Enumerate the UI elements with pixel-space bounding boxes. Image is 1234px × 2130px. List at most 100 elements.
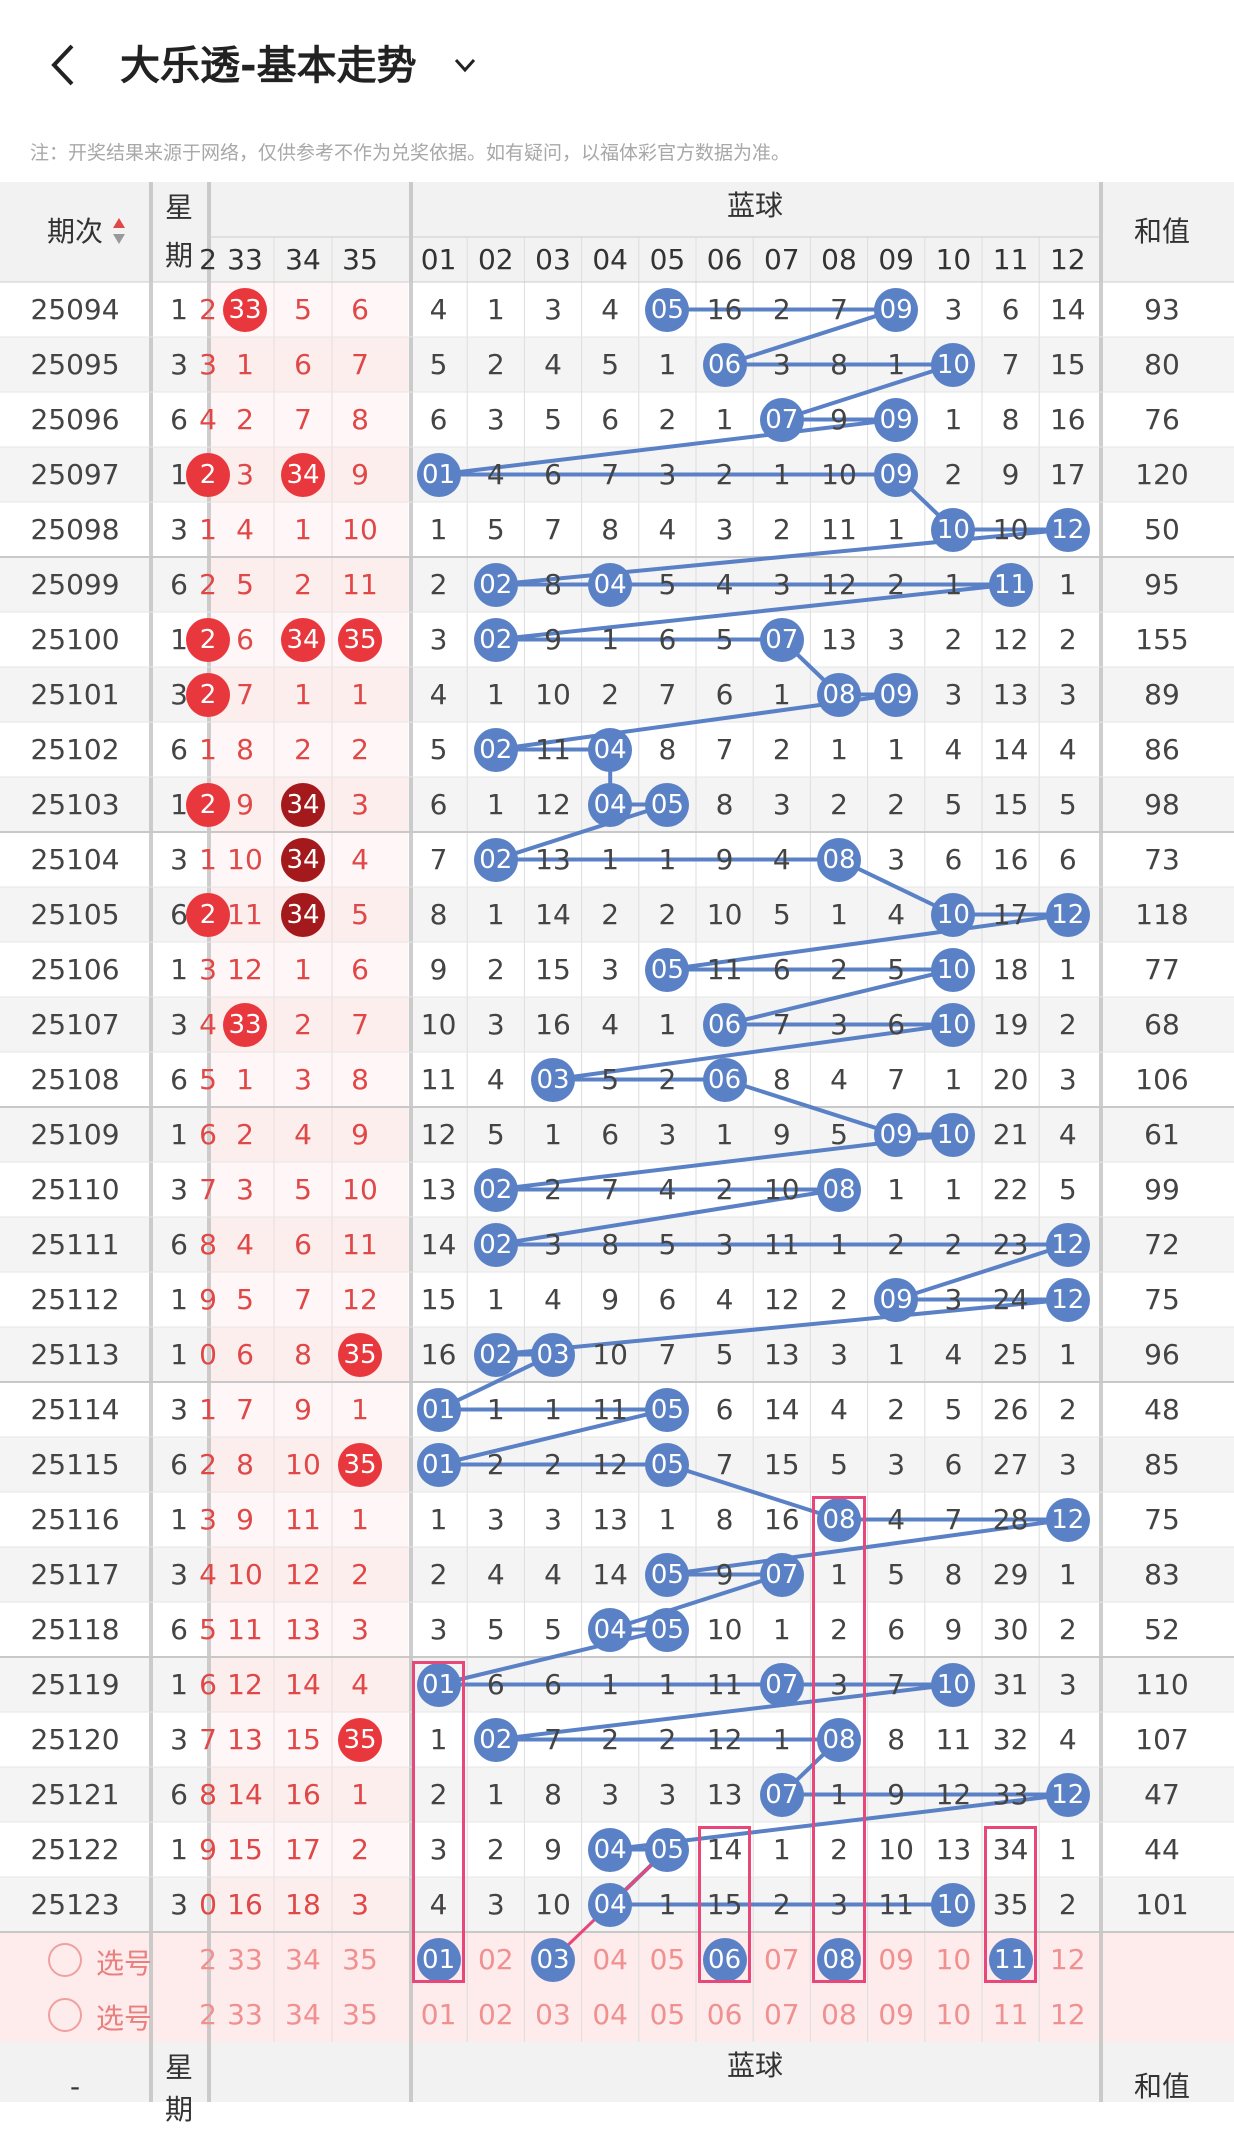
select-blue-number[interactable]: 06 — [706, 1997, 743, 2031]
blue-miss-cell: 5 — [601, 1062, 620, 1096]
select-blue-number[interactable]: 01 — [420, 1997, 457, 2031]
blue-miss-cell: 1 — [544, 1392, 562, 1426]
select-red-number[interactable]: 33 — [227, 1997, 263, 2031]
page-title[interactable]: 大乐透-基本走势 — [120, 43, 417, 89]
blue-miss-cell: 15 — [992, 787, 1029, 821]
selected-blue-ball[interactable]: 03 — [531, 1937, 575, 1982]
select-red-number[interactable]: 33 — [227, 1942, 263, 1976]
select-red-number[interactable]: 2 — [199, 1997, 217, 2031]
selected-blue-ball[interactable]: 01 — [416, 1937, 461, 1982]
blue-miss-cell: 1 — [1058, 567, 1077, 601]
selected-blue-ball[interactable]: 06 — [702, 1937, 747, 1982]
red-zone-bg — [208, 1272, 408, 1327]
select-blue-number[interactable]: 05 — [649, 1942, 686, 1976]
highlight-box — [984, 1826, 1038, 1983]
blue-miss-cell: 1 — [830, 1227, 848, 1261]
blue-miss-cell: 2 — [944, 1227, 963, 1261]
select-blue-number[interactable]: 03 — [535, 1997, 571, 2031]
select-blue-number[interactable]: 12 — [1049, 1997, 1086, 2031]
blue-miss-cell: 4 — [486, 457, 505, 491]
blue-miss-cell: 2 — [772, 732, 791, 766]
blue-miss-cell: 35 — [992, 1887, 1029, 1921]
sort-icon[interactable] — [112, 216, 126, 250]
select-label[interactable]: 选号 — [96, 2001, 153, 2035]
select-blue-number[interactable]: 10 — [935, 1997, 972, 2031]
footer-header-week-top: 星 — [164, 2051, 193, 2084]
blue-miss-cell: 2 — [486, 1447, 505, 1481]
select-blue-number[interactable]: 08 — [821, 1997, 857, 2031]
red-miss-cell: 7 — [351, 1007, 369, 1041]
select-label[interactable]: 选号 — [96, 1946, 153, 1980]
chevron-left-icon[interactable] — [44, 40, 84, 90]
blue-miss-cell: 17 — [992, 897, 1029, 931]
select-radio[interactable] — [48, 1997, 82, 2032]
blue-miss-cell: 3 — [830, 1007, 848, 1041]
blue-column-header: 11 — [992, 243, 1029, 276]
select-blue-number[interactable]: 09 — [878, 1997, 914, 2031]
red-zone-bg — [208, 502, 408, 557]
chevron-down-icon[interactable] — [450, 50, 480, 86]
select-red-number[interactable]: 35 — [342, 1942, 378, 1976]
blue-miss-cell: 4 — [715, 1282, 734, 1316]
red-miss-cell: 4 — [236, 512, 254, 546]
red-miss-cell: 12 — [227, 1667, 263, 1701]
select-blue-number[interactable]: 10 — [935, 1942, 972, 1976]
blue-miss-cell: 1 — [1058, 1337, 1077, 1371]
blue-ball-hit: 12 — [1045, 1222, 1090, 1267]
red-miss-cell: 1 — [294, 512, 312, 546]
select-blue-number[interactable]: 04 — [592, 1997, 628, 2031]
row-bg — [0, 1327, 1234, 1382]
select-blue-number[interactable]: 07 — [763, 1997, 800, 2031]
week-cell: 1 — [170, 292, 188, 326]
blue-miss-cell: 11 — [763, 1227, 800, 1261]
red-miss-cell: 5 — [294, 1172, 312, 1206]
select-blue-number[interactable]: 02 — [477, 1942, 514, 1976]
period-cell: 25100 — [30, 622, 120, 656]
selected-blue-ball[interactable]: 11 — [988, 1937, 1033, 1982]
trend-connector — [667, 1517, 1069, 1577]
blue-ball-hit: 02 — [473, 1717, 518, 1762]
blue-miss-cell: 6 — [601, 402, 620, 436]
blue-miss-cell: 3 — [544, 1227, 562, 1261]
blue-miss-cell: 2 — [772, 512, 791, 546]
period-cell: 25118 — [30, 1612, 120, 1646]
blue-miss-cell: 1 — [772, 1612, 791, 1646]
select-blue-number[interactable]: 05 — [649, 1997, 686, 2031]
red-miss-cell: 5 — [351, 897, 369, 931]
select-blue-number[interactable]: 11 — [992, 1997, 1029, 2031]
blue-miss-cell: 3 — [544, 292, 562, 326]
select-blue-number[interactable]: 02 — [477, 1997, 514, 2031]
blue-miss-cell: 7 — [601, 1172, 620, 1206]
sum-cell: 75 — [1144, 1502, 1180, 1536]
blue-ball-hit: 01 — [416, 1442, 461, 1487]
red-ball-hit: 2 — [186, 452, 230, 497]
red-ball-hit: 2 — [186, 672, 230, 717]
select-blue-number[interactable]: 09 — [878, 1942, 914, 1976]
blue-miss-cell: 28 — [992, 1502, 1029, 1536]
blue-miss-cell: 1 — [658, 842, 677, 876]
red-miss-cell: 6 — [294, 347, 312, 381]
sum-cell: 83 — [1144, 1557, 1180, 1591]
blue-ball-hit: 11 — [988, 562, 1033, 607]
select-blue-number[interactable]: 12 — [1049, 1942, 1086, 1976]
blue-miss-cell: 7 — [658, 677, 677, 711]
select-red-number[interactable]: 34 — [285, 1942, 321, 1976]
blue-miss-cell: 5 — [1058, 1172, 1077, 1206]
week-cell: 3 — [170, 1887, 188, 1921]
select-blue-number[interactable]: 07 — [763, 1942, 800, 1976]
select-red-number[interactable]: 2 — [199, 1942, 217, 1976]
select-red-number[interactable]: 34 — [285, 1997, 321, 2031]
blue-miss-cell: 3 — [944, 1282, 963, 1316]
column-header-week-top: 星 — [164, 191, 193, 224]
blue-miss-cell: 34 — [992, 1832, 1029, 1866]
select-red-number[interactable]: 35 — [342, 1997, 378, 2031]
blue-ball-hit: 05 — [645, 1387, 690, 1432]
blue-miss-cell: 10 — [878, 1832, 914, 1866]
blue-miss-cell: 4 — [658, 512, 677, 546]
selected-blue-ball[interactable]: 08 — [817, 1937, 861, 1982]
red-miss-cell: 2 — [199, 292, 217, 326]
red-miss-cell: 14 — [285, 1667, 321, 1701]
select-radio[interactable] — [48, 1942, 82, 1977]
select-blue-number[interactable]: 04 — [592, 1942, 628, 1976]
blue-miss-cell: 6 — [1058, 842, 1077, 876]
